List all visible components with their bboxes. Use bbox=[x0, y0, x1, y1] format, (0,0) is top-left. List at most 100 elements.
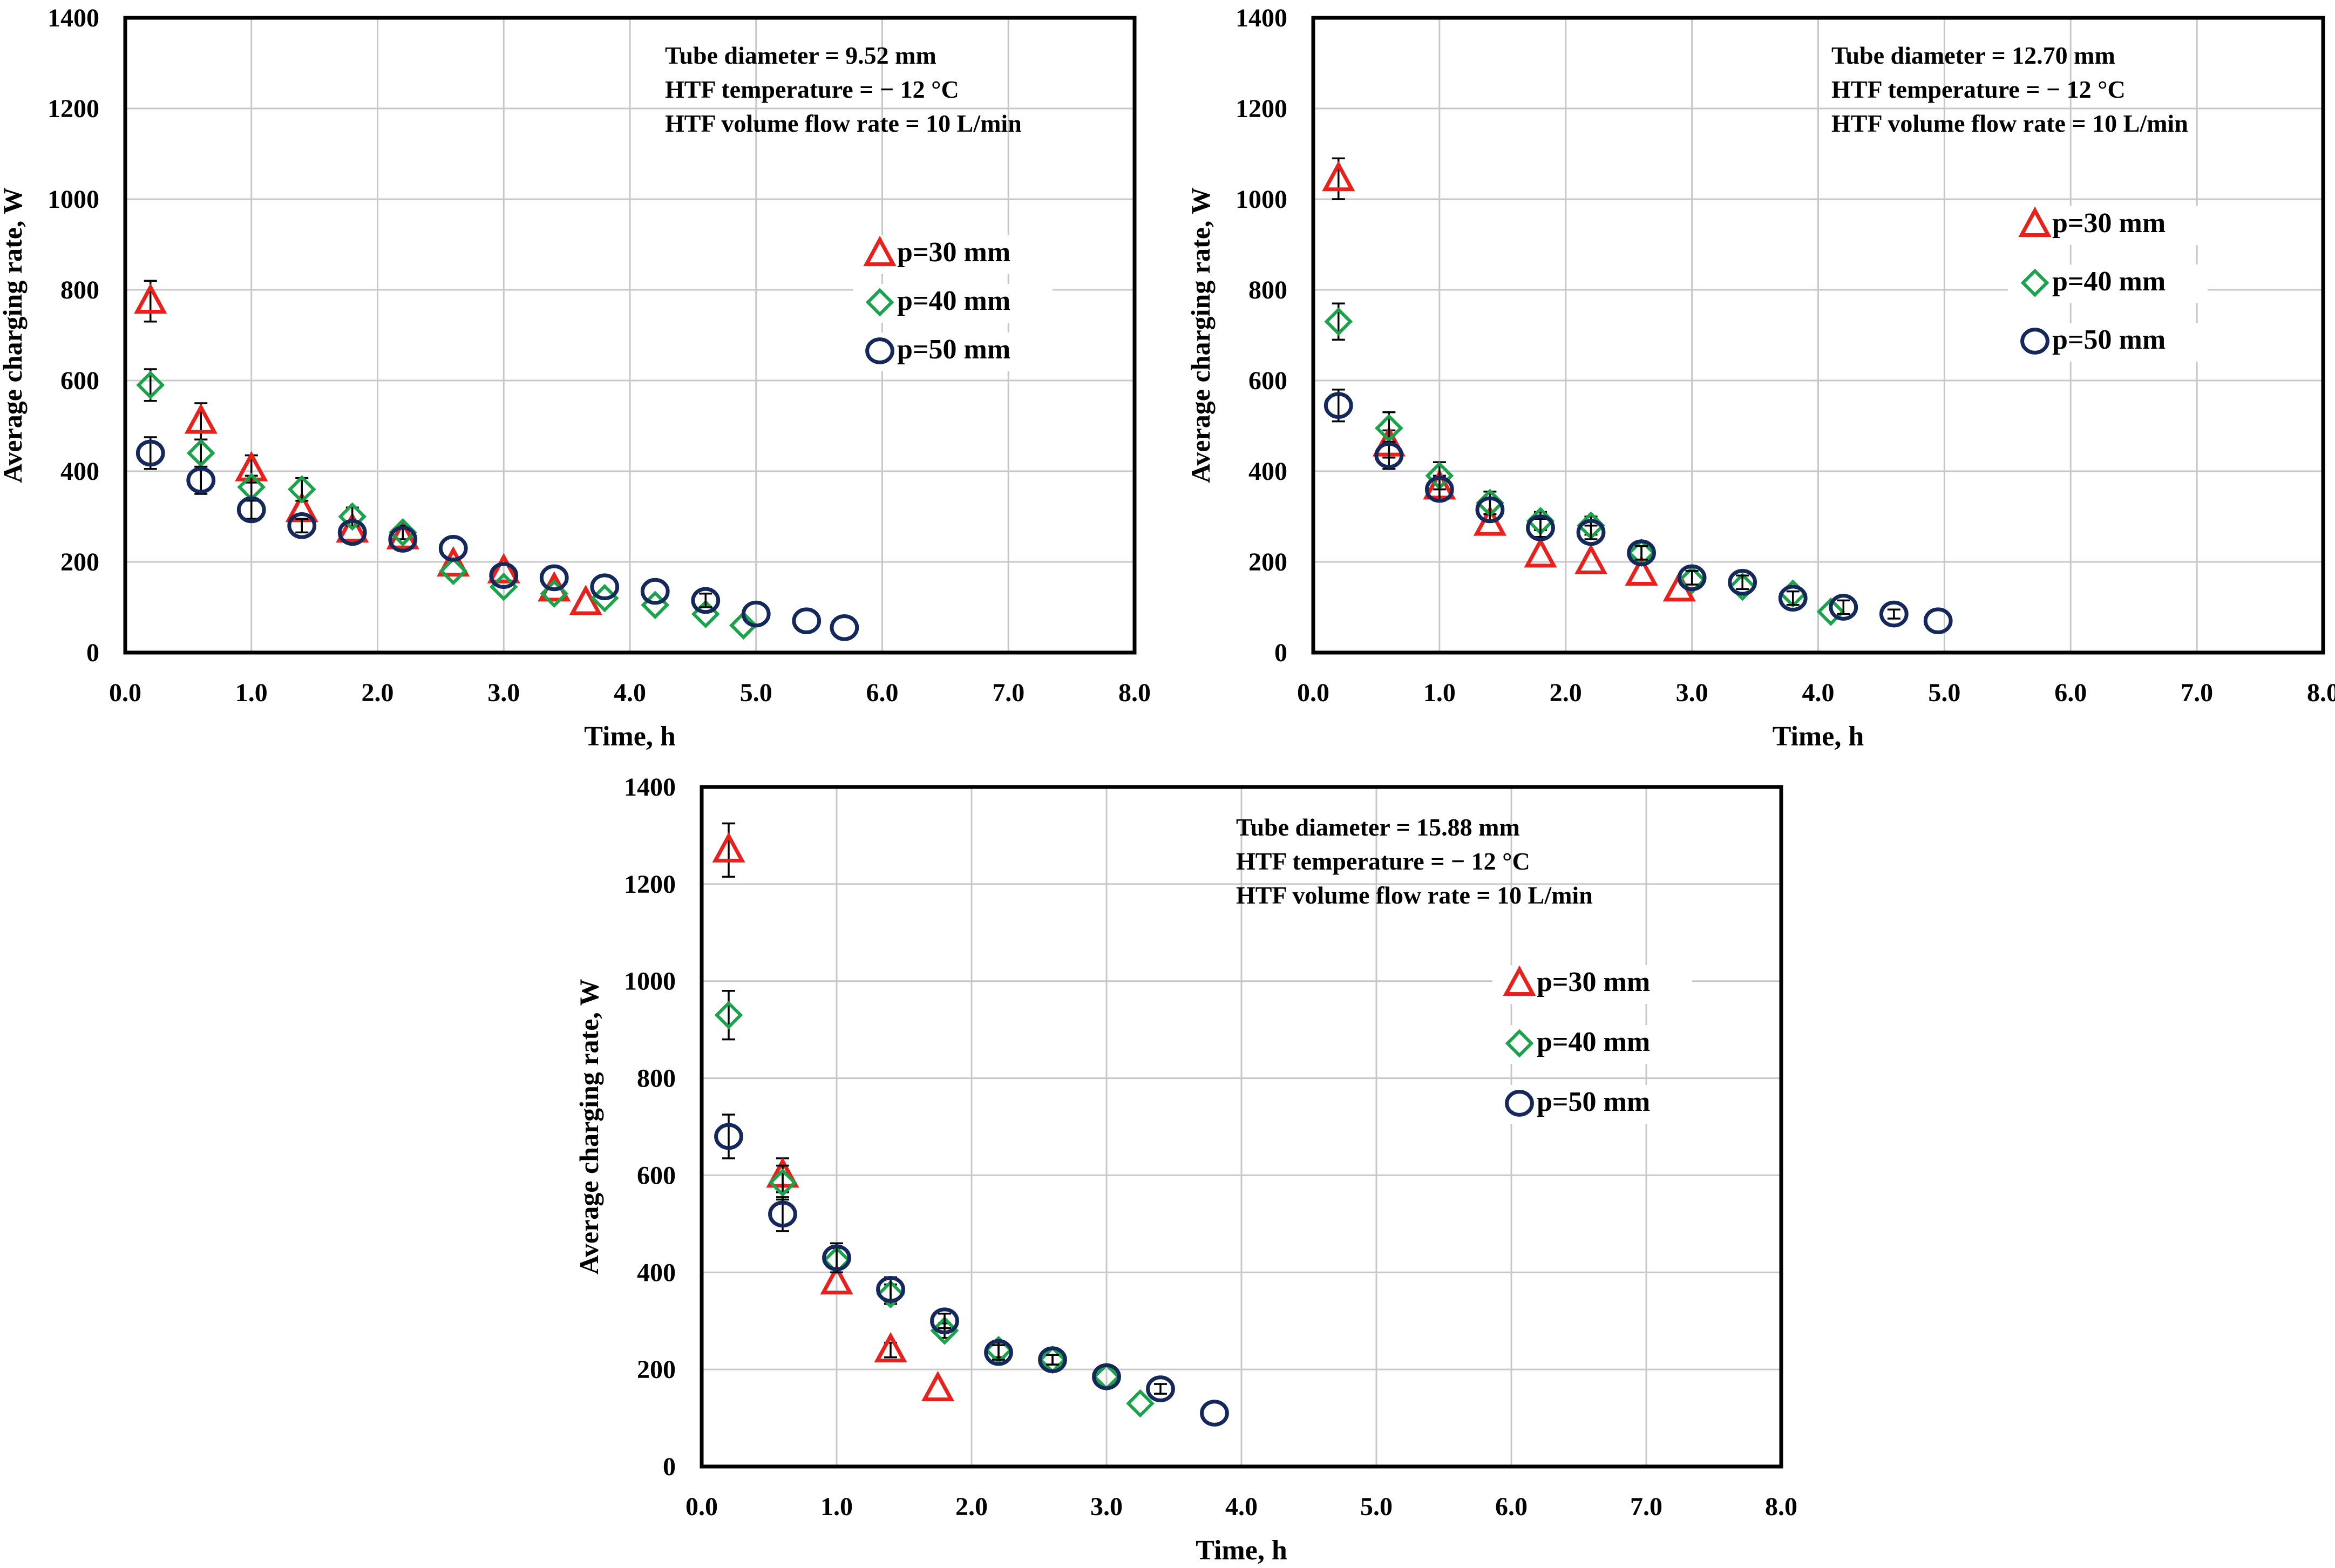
data-point bbox=[386, 519, 419, 549]
data-point bbox=[1424, 476, 1454, 503]
x-tick-label: 7.0 bbox=[992, 678, 1024, 707]
data-point bbox=[336, 512, 369, 543]
chart-1: 0.0 1.0 2.0 3.0 4.0 5.0 6.0 7.0 8.0 0 200 400 600 800… bbox=[0, 4, 1151, 752]
data-point bbox=[489, 562, 519, 589]
x-tick-label: 8.0 bbox=[1118, 678, 1151, 707]
legend-label: p=50 mm bbox=[897, 334, 1010, 365]
data-point bbox=[1038, 1346, 1067, 1373]
data-point bbox=[876, 1275, 905, 1303]
data-point bbox=[1574, 544, 1608, 574]
y-tick-label: 600 bbox=[60, 366, 99, 395]
x-tick-label: 4.0 bbox=[1802, 678, 1835, 707]
y-tick-label: 0 bbox=[663, 1452, 676, 1481]
data-point bbox=[729, 611, 758, 640]
y-tick-label: 0 bbox=[86, 639, 99, 667]
data-point bbox=[1323, 392, 1353, 419]
data-point bbox=[1678, 566, 1706, 594]
data-point bbox=[1524, 537, 1557, 568]
data-point bbox=[438, 534, 468, 562]
legend-label: p=40 mm bbox=[897, 286, 1010, 316]
annotation-line: HTF temperature = − 12 °C bbox=[1831, 76, 2126, 103]
series-p-50-mm bbox=[135, 436, 859, 641]
series-p-30-mm bbox=[134, 280, 602, 615]
data-point bbox=[712, 832, 745, 863]
data-point bbox=[236, 496, 266, 524]
x-tick-label: 6.0 bbox=[1495, 1492, 1528, 1521]
data-point bbox=[640, 578, 670, 605]
y-tick-label: 400 bbox=[637, 1258, 676, 1287]
data-point bbox=[1728, 572, 1757, 601]
x-tick-label: 4.0 bbox=[1225, 1492, 1258, 1521]
data-point bbox=[1923, 607, 1953, 635]
legend-marker bbox=[2018, 206, 2052, 237]
data-point bbox=[1778, 585, 1808, 612]
data-point bbox=[135, 439, 165, 467]
legend-label: p=40 mm bbox=[2052, 266, 2166, 297]
series-p-30-mm bbox=[712, 822, 955, 1402]
x-tick-label: 3.0 bbox=[1090, 1492, 1123, 1521]
y-tick-label: 1000 bbox=[624, 967, 676, 996]
y-tick-label: 800 bbox=[1248, 276, 1287, 304]
y-tick-label: 0 bbox=[1274, 639, 1287, 667]
legend-label: p=50 mm bbox=[2052, 324, 2166, 355]
data-point bbox=[1677, 564, 1707, 592]
data-point bbox=[1374, 442, 1404, 469]
legend-marker bbox=[2020, 268, 2049, 297]
data-point bbox=[136, 371, 165, 399]
annotation-line: Tube diameter = 9.52 mm bbox=[665, 42, 936, 69]
chart-2: 0.0 1.0 2.0 3.0 4.0 5.0 6.0 7.0 8.0 0 200 400 600 800… bbox=[1185, 4, 2335, 752]
data-point bbox=[540, 579, 569, 608]
plot-frame bbox=[123, 16, 1137, 655]
data-point bbox=[287, 512, 317, 539]
legend-marker bbox=[1503, 965, 1536, 996]
data-point bbox=[1728, 568, 1757, 596]
data-point bbox=[184, 403, 218, 434]
legend-background bbox=[1492, 1025, 1692, 1064]
data-point bbox=[830, 614, 859, 641]
data-point bbox=[691, 587, 721, 614]
data-point bbox=[590, 573, 620, 601]
x-tick-label: 6.0 bbox=[2054, 678, 2087, 707]
x-tick-label: 0.0 bbox=[685, 1492, 718, 1521]
plot-frame bbox=[700, 785, 1783, 1469]
data-point bbox=[1576, 519, 1606, 546]
annotation-line: Tube diameter = 12.70 mm bbox=[1831, 42, 2115, 69]
y-tick-label: 600 bbox=[637, 1161, 676, 1190]
x-tick-label: 2.0 bbox=[955, 1492, 988, 1521]
x-tick-label: 2.0 bbox=[362, 678, 394, 707]
x-tick-label: 8.0 bbox=[1765, 1492, 1797, 1521]
data-point bbox=[1200, 1400, 1229, 1427]
data-point bbox=[1092, 1363, 1121, 1390]
data-point bbox=[1146, 1375, 1175, 1402]
data-point bbox=[1816, 598, 1845, 626]
legend-label: p=40 mm bbox=[1537, 1027, 1650, 1057]
data-point bbox=[1879, 600, 1909, 628]
x-tick-label: 5.0 bbox=[1360, 1492, 1393, 1521]
data-point bbox=[1526, 514, 1555, 541]
series-p-50-mm bbox=[1323, 389, 1953, 635]
x-tick-label: 1.0 bbox=[820, 1492, 853, 1521]
data-point bbox=[1324, 307, 1353, 336]
y-tick-label: 400 bbox=[1248, 457, 1287, 486]
data-point bbox=[822, 1244, 851, 1272]
annotation-line: HTF volume flow rate = 10 L/min bbox=[1236, 881, 1593, 909]
y-tick-label: 1400 bbox=[47, 4, 99, 32]
data-point bbox=[714, 1001, 743, 1030]
data-point bbox=[287, 475, 316, 504]
y-tick-label: 800 bbox=[60, 276, 99, 304]
data-point bbox=[768, 1168, 797, 1197]
y-tick-label: 400 bbox=[60, 457, 99, 486]
data-point bbox=[338, 502, 367, 531]
series-p-50-mm bbox=[714, 1114, 1229, 1427]
y-axis-label: Average charging rate, W bbox=[1185, 187, 1216, 483]
data-point bbox=[1374, 413, 1403, 443]
data-point bbox=[641, 590, 670, 620]
x-tick-label: 7.0 bbox=[2181, 678, 2213, 707]
data-point bbox=[1625, 555, 1658, 586]
y-tick-label: 1200 bbox=[47, 94, 99, 123]
annotation-line: HTF temperature = − 12 °C bbox=[665, 76, 959, 103]
series-p-40-mm bbox=[1324, 302, 1845, 626]
legend-label: p=30 mm bbox=[897, 237, 1010, 268]
y-tick-label: 1400 bbox=[1236, 4, 1287, 32]
